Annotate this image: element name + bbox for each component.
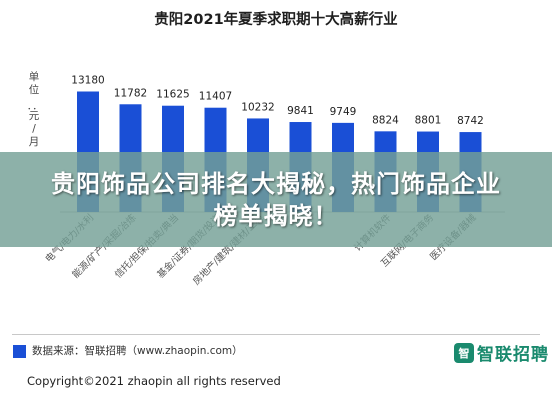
footer-divider (12, 334, 540, 335)
zhaopin-logo-text: 智联招聘 (477, 345, 549, 365)
bar-value-label: 8824 (372, 114, 399, 126)
bar-value-label: 11782 (114, 87, 147, 99)
data-source: 数据来源：智联招聘（www.zhaopin.com） (32, 345, 243, 357)
zhaopin-logo-icon: 智 (454, 342, 474, 363)
bar-value-label: 11625 (156, 89, 189, 101)
source-legend-swatch (13, 345, 26, 358)
bar-value-label: 11407 (199, 91, 232, 103)
headline-text: 贵阳饰品公司排名大揭秘，热门饰品企业榜单揭晓！ (51, 169, 501, 230)
bar-value-label: 9841 (287, 105, 314, 117)
bar-value-label: 10232 (241, 101, 274, 113)
copyright-notice: Copyright©2021 zhaopin all rights reserv… (27, 374, 281, 388)
bar-value-label: 8801 (415, 115, 442, 127)
zhaopin-logo: 智 智联招聘 (454, 340, 549, 365)
bar-value-label: 9749 (330, 106, 357, 118)
bar-value-label: 8742 (457, 115, 484, 127)
y-axis-label: 单位：元/月 (26, 71, 40, 148)
chart-title: 贵阳2021年夏季求职期十大高薪行业 (154, 12, 398, 28)
headline-banner: 贵阳饰品公司排名大揭秘，热门饰品企业榜单揭晓！ (0, 152, 552, 247)
bar-value-label: 13180 (71, 74, 104, 86)
